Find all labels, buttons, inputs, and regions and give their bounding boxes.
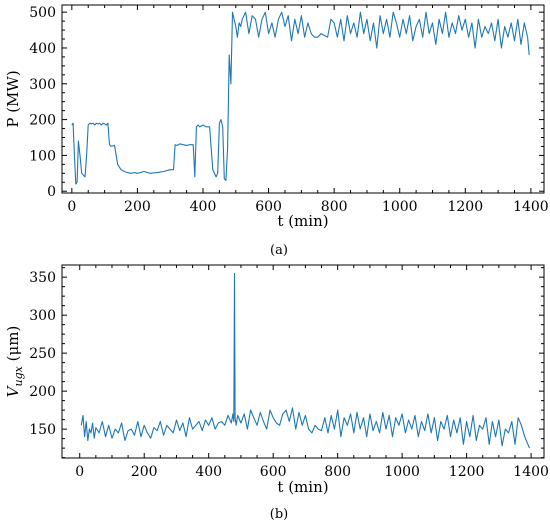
y-axis-title-unit: (μm) xyxy=(4,326,22,366)
x-tick-label: 1200 xyxy=(447,199,483,215)
x-tick-label: 1400 xyxy=(513,199,549,215)
panel-b-chart: 0 200 400 600 800 1000 1200 1400 150 200 250 300 350… xyxy=(4,264,549,496)
y-axis-title-main: V xyxy=(4,384,22,397)
y-tick-label: 150 xyxy=(29,422,56,438)
y-tick-label: 300 xyxy=(29,77,56,93)
panel-b-label: (b) xyxy=(270,507,288,522)
x-tick-label: 1200 xyxy=(449,464,485,480)
y-tick-label: 300 xyxy=(29,308,56,324)
panel-a-chart: 0 200 400 600 800 1000 1200 1400 0 100 200 300 400 50… xyxy=(4,4,549,230)
plot-frame xyxy=(61,4,545,194)
x-tick-label: 600 xyxy=(255,199,282,215)
y-tick-label: 0 xyxy=(47,184,56,200)
x-tick-label: 1400 xyxy=(513,464,549,480)
x-tick-label: 0 xyxy=(67,199,76,215)
x-tick-label: 1000 xyxy=(384,464,420,480)
y-tick-label: 200 xyxy=(29,384,56,400)
y-tick-label: 250 xyxy=(29,346,56,362)
x-tick-label: 400 xyxy=(195,464,222,480)
x-tick-label: 200 xyxy=(131,464,158,480)
y-axis-title: P (MW) xyxy=(4,70,22,127)
series-line xyxy=(71,11,530,185)
y-tick-label: 100 xyxy=(29,148,56,164)
y-tick-label: 500 xyxy=(29,5,56,21)
x-tick-label: 1000 xyxy=(382,199,418,215)
x-tick-label: 800 xyxy=(324,464,351,480)
y-axis-title-sub: ugx xyxy=(12,365,25,386)
plot-frame xyxy=(61,264,545,459)
x-tick-label: 200 xyxy=(124,199,151,215)
x-tick-label: 800 xyxy=(321,199,348,215)
x-tick-label: 400 xyxy=(190,199,217,215)
x-tick-label: 0 xyxy=(75,464,84,480)
series-line xyxy=(80,272,531,449)
x-axis-title: t (min) xyxy=(277,212,328,230)
x-axis-title: t (min) xyxy=(277,478,328,496)
x-tick-label: 600 xyxy=(260,464,287,480)
y-tick-label: 350 xyxy=(29,270,56,286)
y-tick-label: 200 xyxy=(29,113,56,129)
y-axis-title: Vugx (μm) xyxy=(4,326,25,398)
y-tick-label: 400 xyxy=(29,41,56,57)
panel-a-label: (a) xyxy=(270,243,288,258)
